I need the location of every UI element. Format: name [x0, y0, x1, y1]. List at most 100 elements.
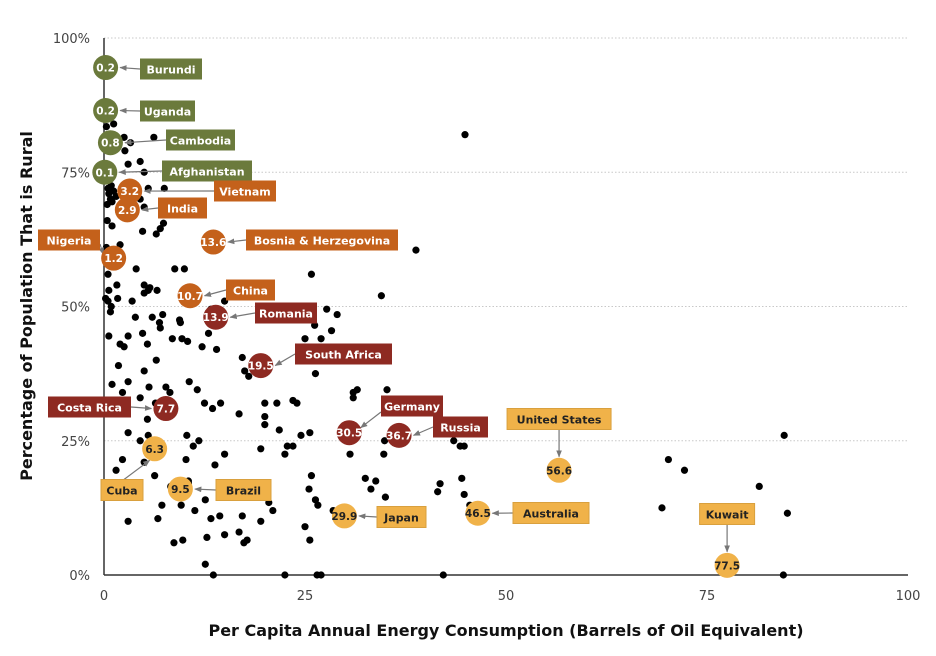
- data-point: [154, 515, 162, 523]
- data-point: [212, 345, 221, 354]
- data-point: [138, 329, 147, 337]
- annotation-label: United States: [517, 414, 602, 427]
- y-axis-title: Percentage of Population That is Rural: [17, 131, 36, 481]
- data-point: [261, 399, 269, 407]
- highlight-point: [167, 476, 193, 502]
- highlight-china: China 10.7: [177, 279, 275, 309]
- highlight-point: [386, 422, 412, 448]
- data-point: [105, 286, 113, 294]
- annotation-box: [166, 129, 235, 151]
- data-point: [380, 450, 388, 458]
- data-point: [281, 571, 289, 579]
- annotation-label: Vietnam: [219, 186, 271, 199]
- data-point: [140, 281, 148, 289]
- highlight-romania: Romania 13.9: [203, 302, 317, 330]
- annotation-box: [226, 279, 275, 301]
- highlight-russia: Russia 36.7: [386, 416, 488, 448]
- leader-line: [123, 459, 151, 480]
- data-point: [121, 147, 129, 155]
- data-point: [103, 200, 111, 209]
- y-tick-labels: 0% 25% 50% 75% 100%: [53, 32, 90, 584]
- data-point: [204, 329, 213, 337]
- data-point: [170, 539, 178, 547]
- highlight-value-label: 19.5: [248, 361, 274, 373]
- data-point: [439, 571, 447, 579]
- data-point: [380, 437, 389, 445]
- leader-line: [119, 65, 141, 71]
- highlight-value-label: 0.2: [96, 63, 115, 75]
- data-point: [783, 509, 792, 517]
- annotation-box: [140, 58, 202, 80]
- data-point: [104, 270, 112, 278]
- data-point: [124, 378, 132, 386]
- annotation-box: [140, 100, 195, 122]
- data-point: [238, 353, 246, 362]
- data-point: [184, 337, 192, 346]
- data-point: [243, 536, 251, 544]
- data-point: [261, 412, 269, 421]
- highlight-united-states: United States 56.6: [506, 408, 612, 483]
- data-point: [269, 506, 277, 515]
- data-point: [138, 227, 147, 235]
- data-point: [102, 123, 111, 131]
- data-point: [458, 474, 466, 482]
- highlight-value-label: 9.5: [171, 484, 190, 496]
- data-point: [314, 501, 322, 509]
- highlight-value-label: 13.9: [203, 312, 229, 324]
- data-point: [120, 343, 128, 351]
- data-point: [207, 515, 215, 523]
- highlight-point: [177, 283, 203, 309]
- data-point: [124, 160, 132, 168]
- highlight-point: [114, 197, 140, 223]
- highlight-cuba: Cuba 6.3: [100, 436, 168, 501]
- leader-line: [194, 486, 217, 493]
- annotation-label: Costa Rica: [57, 402, 122, 415]
- data-point: [198, 343, 206, 351]
- data-point: [131, 313, 139, 321]
- data-point: [152, 230, 160, 238]
- data-point: [150, 133, 158, 141]
- annotation-label: Uganda: [144, 106, 191, 119]
- leader-line: [229, 312, 256, 319]
- highlight-value-label: 30.5: [336, 428, 362, 440]
- x-tick-label: 25: [297, 589, 314, 604]
- data-point: [106, 308, 115, 316]
- data-point: [680, 466, 689, 474]
- annotation-label: South Africa: [305, 349, 382, 362]
- data-point: [658, 504, 666, 512]
- data-point: [317, 571, 325, 579]
- highlight-value-label: 3.2: [120, 186, 139, 198]
- leader-line: [412, 426, 434, 436]
- highlight-value-label: 56.6: [546, 465, 572, 477]
- data-point: [275, 426, 283, 434]
- highlight-point: [331, 503, 357, 529]
- highlight-south-africa: South Africa 19.5: [248, 343, 392, 379]
- leader-line: [274, 353, 296, 367]
- y-tick-label: 25%: [61, 435, 90, 450]
- data-point: [301, 523, 309, 531]
- highlight-point: [714, 552, 740, 578]
- data-point: [144, 431, 152, 439]
- data-point: [132, 265, 140, 273]
- data-point: [461, 131, 469, 139]
- data-point: [175, 316, 184, 324]
- data-point: [136, 437, 144, 445]
- data-point: [372, 477, 380, 485]
- data-point: [105, 332, 113, 340]
- highlight-point: [97, 130, 123, 156]
- data-point: [103, 216, 111, 225]
- data-point: [110, 120, 118, 128]
- data-point: [261, 421, 269, 429]
- data-point: [151, 472, 159, 480]
- data-point: [201, 496, 209, 504]
- data-point: [241, 367, 249, 375]
- y-tick-label: 50%: [61, 301, 90, 316]
- annotation-box: [100, 479, 144, 501]
- highlight-australia: Australia 46.5: [465, 500, 590, 526]
- highlight-costa-rica: Costa Rica 7.7: [48, 396, 179, 422]
- annotation-box: [38, 229, 100, 251]
- data-point: [145, 383, 153, 391]
- highlight-value-label: 7.7: [157, 404, 176, 416]
- highlight-point: [546, 457, 572, 483]
- highlight-value-label: 29.9: [331, 511, 357, 523]
